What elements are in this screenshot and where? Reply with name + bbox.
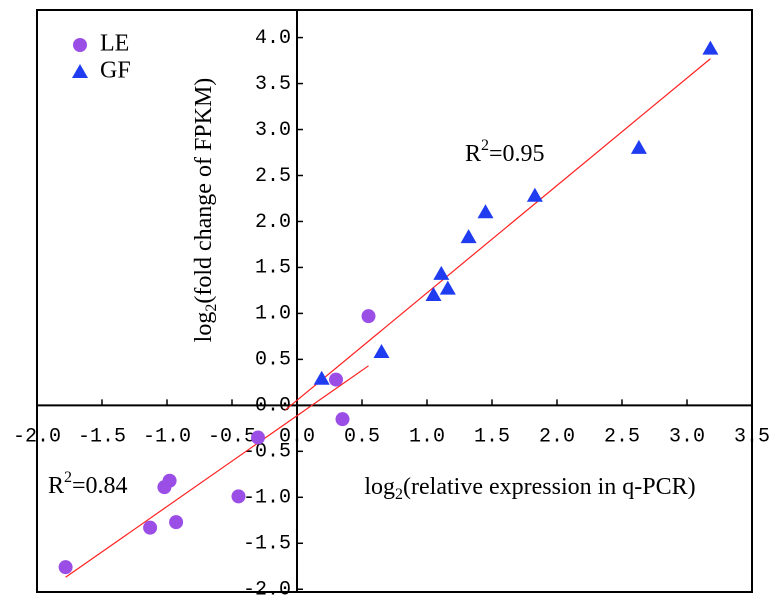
legend-label: LE: [100, 31, 129, 57]
fit-line: [65, 365, 369, 578]
r-squared: R2=0.95: [465, 137, 545, 167]
point: [313, 370, 330, 385]
y-tick-label: 0.5: [255, 349, 291, 372]
point: [526, 187, 543, 202]
r-squared-sup: 2: [481, 137, 489, 154]
point: [335, 412, 350, 427]
y-tick-label: 1.5: [255, 257, 291, 280]
y-tick-label: 2.5: [255, 165, 291, 188]
x-tick-label: -1.5: [78, 426, 126, 449]
point: [143, 520, 158, 535]
point: [460, 229, 477, 244]
point: [58, 560, 73, 575]
fit-line: [284, 58, 711, 411]
point: [329, 372, 343, 387]
point: [361, 309, 376, 324]
y-tick-label: -2.0: [243, 579, 291, 597]
x-tick-label: -2.0: [13, 426, 61, 449]
x-tick-label: 3.0: [669, 426, 705, 449]
x-tick-label: 0.5: [344, 426, 380, 449]
y-tick-label: -0.5: [243, 441, 291, 464]
x-tick-label: 1.5: [474, 426, 510, 449]
x-tick-label: 3.5: [734, 426, 769, 449]
point: [630, 139, 647, 154]
x-axis-label-rest: (relative expression in q-PCR): [403, 474, 696, 500]
point: [477, 204, 494, 219]
legend-label: GF: [100, 58, 131, 84]
point: [702, 40, 719, 55]
x-tick-label: -1.0: [143, 426, 191, 449]
x-tick-label: 1.0: [409, 426, 445, 449]
point: [425, 287, 442, 302]
r-squared-base: R: [465, 141, 481, 167]
y-tick-label: 1.0: [255, 303, 291, 326]
plot-frame: [36, 9, 753, 593]
x-tick-label: 2.5: [604, 426, 640, 449]
x-tick-label: 2.0: [539, 426, 575, 449]
x-axis-label-base: log: [364, 474, 395, 500]
point: [251, 430, 265, 445]
x-tick-label: 0.0: [279, 426, 315, 449]
point: [162, 473, 177, 488]
x-axis-label-sub: 2: [395, 486, 403, 503]
y-tick-label: 3.5: [255, 73, 291, 96]
point: [439, 280, 456, 295]
legend-marker: [72, 64, 88, 78]
y-axis-label: log2(fold change of FPKM): [191, 78, 220, 343]
y-axis-label-sub: 2: [203, 304, 220, 312]
r-squared-rest: =0.95: [489, 141, 545, 167]
r-squared-sup: 2: [64, 469, 72, 486]
point: [231, 489, 246, 504]
y-tick-label: 0.0: [255, 395, 291, 418]
point: [373, 344, 390, 359]
point: [433, 265, 450, 280]
r-squared-rest: =0.84: [72, 473, 128, 499]
y-axis-label-base: log: [191, 312, 217, 343]
legend-marker: [73, 38, 87, 52]
y-tick-label: -1.5: [243, 533, 291, 556]
x-axis-label: log2(relative expression in q-PCR): [364, 474, 695, 503]
r-squared-base: R: [48, 473, 64, 499]
y-axis-label-rest: (fold change of FPKM): [191, 78, 217, 304]
y-tick-label: 4.0: [255, 27, 291, 50]
y-tick-label: -1.0: [243, 487, 291, 510]
point: [169, 515, 184, 530]
x-tick-label: -0.5: [208, 426, 256, 449]
r-squared: R2=0.84: [48, 469, 128, 499]
y-tick-label: 3.0: [255, 119, 291, 142]
y-tick-label: 2.0: [255, 211, 291, 234]
